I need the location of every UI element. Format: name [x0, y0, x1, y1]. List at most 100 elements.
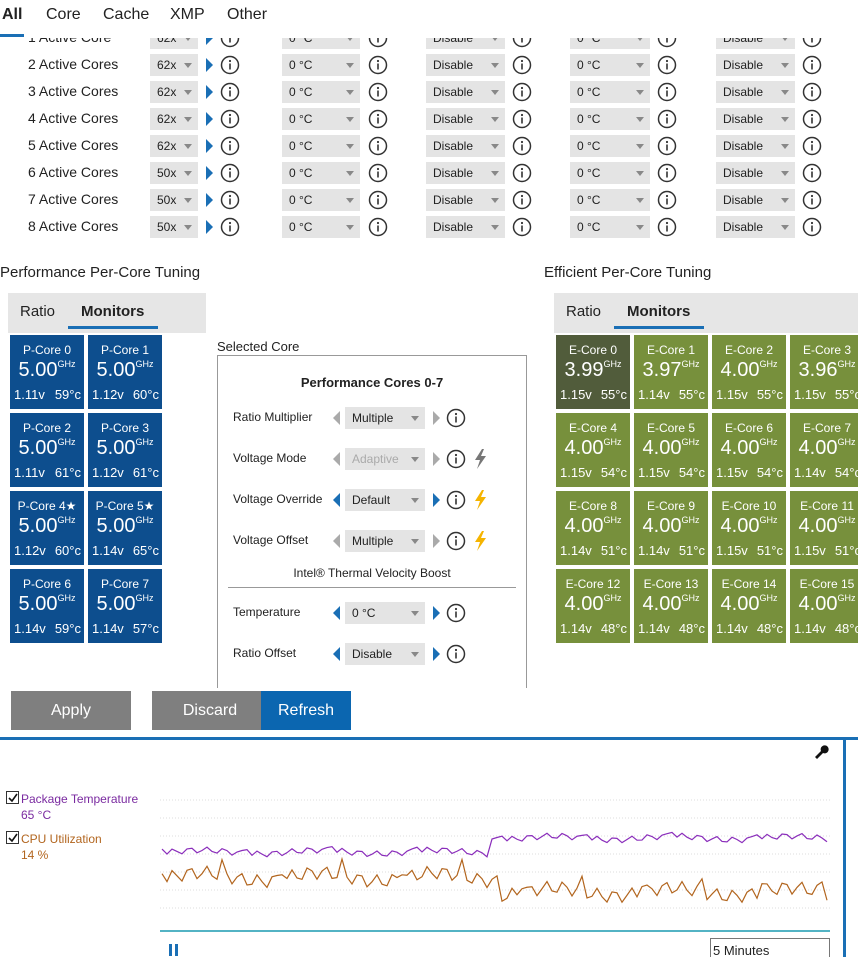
tab[interactable]: Core — [46, 6, 81, 23]
dropdown[interactable]: 0 °C — [282, 81, 360, 103]
button[interactable]: Apply — [11, 691, 131, 730]
core-tile[interactable]: E-Core 10 4.00GHz 1.15v 51°c — [712, 491, 786, 565]
dropdown[interactable]: 0 °C — [570, 108, 650, 130]
core-tile[interactable]: E-Core 13 4.00GHz 1.14v 48°c — [634, 569, 708, 643]
dropdown[interactable]: Disable — [426, 81, 505, 103]
dropdown[interactable]: 0 °C — [282, 135, 360, 157]
dropdown[interactable]: 62x — [150, 108, 198, 130]
core-tile[interactable]: E-Core 9 4.00GHz 1.14v 51°c — [634, 491, 708, 565]
tab[interactable]: Other — [227, 6, 268, 23]
dropdown[interactable]: Disable — [426, 189, 505, 211]
dropdown[interactable]: 0 °C — [570, 135, 650, 157]
dropdown[interactable]: 0 °C — [570, 81, 650, 103]
core-tile[interactable]: E-Core 1 3.97GHz 1.14v 55°c — [634, 335, 708, 409]
core-tile[interactable]: E-Core 2 4.00GHz 1.15v 55°c — [712, 335, 786, 409]
dropdown[interactable]: Disable — [716, 135, 795, 157]
arrow[interactable] — [433, 534, 440, 548]
dropdown[interactable]: 62x — [150, 54, 198, 76]
arrow[interactable] — [206, 58, 213, 72]
dropdown[interactable]: 0 °C — [570, 54, 650, 76]
arrow[interactable] — [206, 139, 213, 153]
core-tile[interactable]: P-Core 3 5.00GHz 1.12v 61°c — [88, 413, 162, 487]
dropdown[interactable]: Disable — [345, 643, 425, 665]
arrow[interactable] — [206, 85, 213, 99]
tab[interactable]: Monitors — [81, 303, 145, 320]
dropdown[interactable]: 0 °C — [282, 54, 360, 76]
core-tile[interactable]: E-Core 0 3.99GHz 1.15v 55°c — [556, 335, 630, 409]
core-tile[interactable]: P-Core 4★ 5.00GHz 1.12v 60°c — [10, 491, 84, 565]
arrow[interactable] — [333, 606, 340, 620]
core-tile[interactable]: E-Core 3 3.96GHz 1.15v 55°c — [790, 335, 858, 409]
core-tile[interactable]: E-Core 12 4.00GHz 1.14v 48°c — [556, 569, 630, 643]
arrow[interactable] — [333, 411, 340, 425]
core-tile[interactable]: P-Core 0 5.00GHz 1.11v 59°c — [10, 335, 84, 409]
dropdown[interactable]: Adaptive — [345, 448, 425, 470]
arrow[interactable] — [206, 166, 213, 180]
core-tile[interactable]: E-Core 11 4.00GHz 1.15v 51°c — [790, 491, 858, 565]
arrow[interactable] — [206, 193, 213, 207]
dropdown[interactable]: Disable — [426, 54, 505, 76]
dropdown[interactable]: 62x — [150, 135, 198, 157]
dropdown[interactable]: Disable — [426, 108, 505, 130]
dropdown[interactable]: 0 °C — [282, 162, 360, 184]
arrow[interactable] — [433, 493, 440, 507]
arrow[interactable] — [333, 493, 340, 507]
arrow[interactable] — [433, 606, 440, 620]
dropdown[interactable]: Disable — [426, 162, 505, 184]
dropdown[interactable]: 0 °C — [282, 216, 360, 238]
checkbox[interactable] — [6, 831, 19, 844]
range-dropdown[interactable]: 5 Minutes — [710, 938, 830, 957]
arrow[interactable] — [206, 220, 213, 234]
core-tile[interactable]: E-Core 5 4.00GHz 1.15v 54°c — [634, 413, 708, 487]
dropdown[interactable]: 0 °C — [282, 108, 360, 130]
dropdown[interactable]: Disable — [716, 54, 795, 76]
core-tile[interactable]: P-Core 2 5.00GHz 1.11v 61°c — [10, 413, 84, 487]
core-tile[interactable]: E-Core 6 4.00GHz 1.15v 54°c — [712, 413, 786, 487]
tab[interactable]: Ratio — [20, 303, 56, 320]
dropdown[interactable]: 0 °C — [570, 216, 650, 238]
dropdown[interactable]: Disable — [426, 135, 505, 157]
dropdown[interactable]: Multiple — [345, 407, 425, 429]
arrow[interactable] — [333, 534, 340, 548]
arrow[interactable] — [333, 452, 340, 466]
arrow[interactable] — [433, 452, 440, 466]
dropdown[interactable]: Multiple — [345, 530, 425, 552]
core-tile[interactable]: P-Core 5★ 5.00GHz 1.14v 65°c — [88, 491, 162, 565]
arrow[interactable] — [333, 647, 340, 661]
dropdown[interactable]: 50x — [150, 216, 198, 238]
arrow[interactable] — [433, 647, 440, 661]
dropdown[interactable]: Disable — [426, 216, 505, 238]
dropdown[interactable]: 0 °C — [570, 162, 650, 184]
dropdown[interactable]: Disable — [716, 216, 795, 238]
tab[interactable]: Monitors — [627, 303, 691, 320]
tab[interactable]: All — [2, 6, 23, 23]
dropdown[interactable]: Disable — [716, 81, 795, 103]
dropdown[interactable]: 0 °C — [345, 602, 425, 624]
dropdown[interactable]: 62x — [150, 81, 198, 103]
dropdown[interactable]: 50x — [150, 162, 198, 184]
dropdown[interactable]: Disable — [716, 189, 795, 211]
button[interactable]: Discard — [152, 691, 268, 730]
dropdown[interactable]: 50x — [150, 189, 198, 211]
dropdown[interactable]: Disable — [716, 108, 795, 130]
arrow[interactable] — [433, 411, 440, 425]
arrow[interactable] — [206, 112, 213, 126]
dropdown[interactable]: 0 °C — [570, 189, 650, 211]
dropdown[interactable]: Disable — [716, 162, 795, 184]
arrow[interactable] — [206, 31, 213, 45]
tab[interactable]: Ratio — [566, 303, 602, 320]
core-tile[interactable]: P-Core 7 5.00GHz 1.14v 57°c — [88, 569, 162, 643]
core-tile[interactable]: P-Core 1 5.00GHz 1.12v 60°c — [88, 335, 162, 409]
core-tile[interactable]: E-Core 4 4.00GHz 1.15v 54°c — [556, 413, 630, 487]
tab[interactable]: XMP — [170, 6, 205, 23]
core-tile[interactable]: E-Core 14 4.00GHz 1.14v 48°c — [712, 569, 786, 643]
button[interactable]: Refresh — [261, 691, 351, 730]
core-tile[interactable]: E-Core 15 4.00GHz 1.14v 48°c — [790, 569, 858, 643]
dropdown[interactable]: 0 °C — [282, 189, 360, 211]
core-tile[interactable]: E-Core 8 4.00GHz 1.14v 51°c — [556, 491, 630, 565]
core-tile[interactable]: P-Core 6 5.00GHz 1.14v 59°c — [10, 569, 84, 643]
core-tile[interactable]: E-Core 7 4.00GHz 1.14v 54°c — [790, 413, 858, 487]
dropdown[interactable]: Default — [345, 489, 425, 511]
tab[interactable]: Cache — [103, 6, 150, 23]
checkbox[interactable] — [6, 791, 19, 804]
